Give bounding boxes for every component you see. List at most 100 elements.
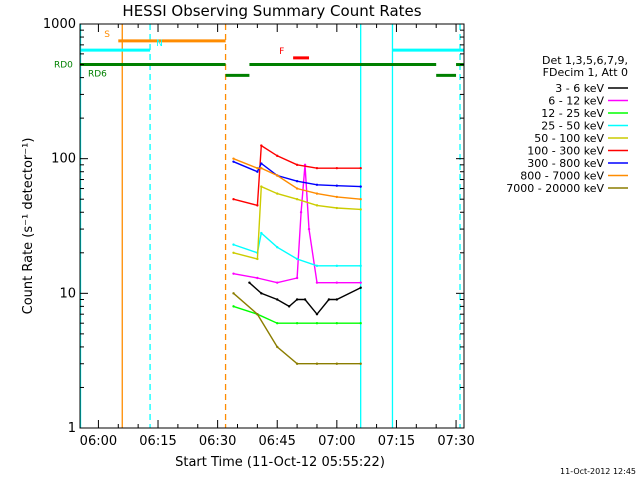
data-point-6-7: [359, 185, 362, 188]
data-point-2-6: [359, 322, 362, 325]
x-tick-label-2: 06:30: [199, 434, 236, 449]
x-tick-label-4: 07:00: [318, 434, 355, 449]
data-point-0-7: [327, 298, 331, 301]
state-label-rd0: RD0: [54, 61, 73, 71]
data-point-3-3: [276, 246, 279, 249]
data-point-1-8: [335, 281, 339, 284]
x-tick-label-0: 06:00: [80, 434, 117, 449]
data-point-1-4: [299, 211, 303, 214]
state-label-n: N: [156, 39, 163, 49]
footer-timestamp: 11-Oct-2012 12:45: [560, 467, 636, 476]
data-point-7-0: [232, 157, 235, 160]
data-point-6-2: [260, 162, 263, 165]
plot-area: S N F RD0 RD6: [54, 24, 464, 428]
legend-label-1: 6 - 12 keV: [548, 95, 604, 108]
data-point-0-6: [315, 312, 319, 316]
state-label-s: S: [104, 30, 110, 40]
data-point-8-0: [232, 292, 235, 295]
data-point-4-1: [256, 257, 259, 261]
legend-header-1: FDecim 1, Att 0: [543, 66, 628, 79]
data-point-0-3: [287, 305, 291, 308]
data-point-2-0: [232, 305, 235, 308]
data-point-5-2: [260, 144, 263, 147]
data-point-4-2: [260, 185, 263, 188]
data-point-7-2: [260, 166, 263, 170]
data-point-0-5: [303, 298, 307, 301]
data-point-8-3: [295, 362, 299, 365]
data-point-1-1: [256, 276, 259, 280]
data-point-5-6: [335, 166, 339, 170]
data-point-2-3: [295, 322, 299, 325]
data-point-4-7: [359, 208, 362, 211]
data-point-5-4: [295, 163, 299, 167]
series-line-6: [233, 161, 361, 188]
data-point-0-2: [276, 298, 279, 301]
data-point-7-1: [256, 166, 259, 170]
data-point-2-2: [276, 322, 279, 325]
data-point-1-7: [315, 281, 319, 284]
legend-label-2: 12 - 25 keV: [541, 107, 604, 120]
legend-label-3: 25 - 50 keV: [541, 120, 604, 133]
data-point-0-1: [260, 292, 263, 295]
data-point-7-3: [276, 174, 279, 177]
data-point-8-4: [315, 362, 319, 365]
x-axis-label: Start Time (11-Oct-12 05:55:22): [175, 455, 385, 470]
data-point-6-0: [232, 160, 235, 163]
data-point-1-6: [307, 227, 311, 231]
series-line-1: [233, 164, 361, 284]
data-point-4-5: [315, 204, 319, 207]
data-point-3-0: [232, 243, 235, 246]
data-point-0-9: [359, 286, 362, 289]
y-axis-label: Count Rate (s⁻¹ detector⁻¹): [21, 138, 36, 315]
data-point-0-4: [295, 298, 299, 301]
x-tick-label-5: 07:15: [378, 434, 415, 449]
data-point-8-2: [276, 345, 279, 349]
data-point-6-6: [335, 184, 339, 187]
y-tick-label-2: 100: [51, 152, 76, 167]
chart-title: HESSI Observing Summary Count Rates: [122, 2, 421, 20]
data-point-6-5: [315, 183, 319, 186]
data-point-8-5: [335, 362, 339, 365]
legend-label-0: 3 - 6 keV: [555, 82, 604, 95]
series-line-3: [233, 231, 361, 267]
legend: Det 1,3,5,6,7,9,FDecim 1, Att 0 3 - 6 keV…: [506, 54, 628, 195]
plot-frame: [79, 23, 465, 429]
series-line-0: [248, 282, 362, 316]
data-point-2-4: [315, 322, 319, 325]
legend-label-5: 100 - 300 keV: [527, 145, 604, 158]
x-tick-label-1: 06:15: [139, 434, 176, 449]
data-point-1-3: [295, 276, 299, 280]
series-line-2: [233, 305, 361, 324]
data-point-1-0: [232, 272, 235, 275]
data-point-2-5: [335, 322, 339, 325]
data-point-5-5: [315, 166, 319, 170]
data-point-8-1: [256, 312, 259, 316]
data-point-3-7: [359, 264, 362, 268]
state-label-f: F: [279, 47, 284, 57]
data-point-6-4: [295, 180, 299, 183]
data-point-3-4: [295, 257, 299, 261]
y-tick-label-1: 10: [59, 286, 76, 301]
data-point-5-0: [232, 198, 235, 201]
series-line-8: [233, 292, 361, 365]
data-point-7-7: [359, 198, 362, 201]
x-tick-label-3: 06:45: [258, 434, 295, 449]
data-point-7-5: [315, 192, 319, 195]
state-label-rd6: RD6: [88, 69, 107, 79]
series-line-4: [233, 185, 361, 260]
data-point-1-2: [276, 281, 279, 284]
series-line-5: [233, 144, 361, 207]
data-point-7-4: [295, 187, 299, 190]
data-point-0-0: [248, 281, 251, 284]
data-point-7-6: [335, 195, 339, 199]
data-point-4-6: [335, 206, 339, 210]
data-point-3-5: [315, 264, 319, 268]
data-point-4-4: [295, 198, 299, 201]
data-point-8-6: [359, 362, 362, 365]
legend-label-6: 300 - 800 keV: [527, 157, 604, 170]
data-point-4-3: [276, 192, 279, 195]
data-point-5-3: [276, 154, 279, 158]
data-point-1-9: [359, 281, 362, 284]
axes: 1 10 100 1000 06:00 06:15 06:30 06:45 07:00 07:15…: [43, 17, 475, 449]
y-tick-label-3: 1000: [43, 17, 76, 32]
